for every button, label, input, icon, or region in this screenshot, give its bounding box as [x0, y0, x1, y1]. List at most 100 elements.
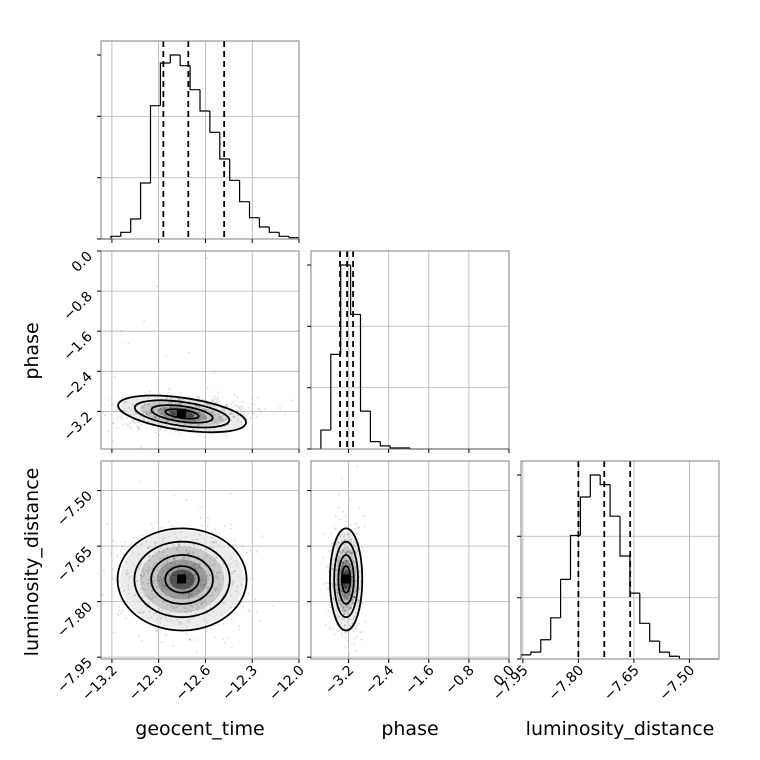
sample-point: [192, 415, 194, 417]
sample-point: [342, 565, 344, 567]
sample-point: [140, 588, 143, 591]
sample-point: [199, 516, 202, 519]
sample-point: [342, 561, 345, 564]
sample-point: [166, 567, 169, 570]
sample-point: [199, 548, 202, 551]
sample-point: [336, 559, 339, 562]
sample-point: [350, 606, 353, 609]
sample-point: [149, 598, 152, 601]
sample-point: [327, 550, 330, 552]
sample-point: [243, 578, 246, 580]
sample-point: [127, 342, 130, 345]
sample-point: [173, 558, 176, 561]
panel-frame: [100, 40, 300, 240]
sample-point: [341, 540, 343, 542]
sample-point: [183, 411, 186, 414]
sample-point: [185, 587, 188, 590]
sample-point: [201, 558, 204, 561]
sample-point: [338, 616, 341, 618]
sample-point: [343, 596, 346, 599]
sample-point: [192, 574, 194, 577]
sample-point: [347, 577, 350, 579]
histogram-bar: [540, 639, 551, 653]
sample-point: [152, 527, 155, 529]
sample-point: [200, 567, 203, 570]
sample-point: [343, 586, 346, 589]
sample-point: [346, 621, 349, 623]
sample-point: [166, 547, 169, 550]
sample-point: [200, 603, 203, 605]
sample-point: [209, 404, 212, 407]
sample-point: [184, 413, 187, 416]
sample-point: [206, 403, 209, 406]
sample-point: [141, 581, 144, 584]
sample-point: [353, 543, 356, 546]
sample-point: [183, 610, 186, 613]
sample-point: [169, 529, 172, 532]
sample-point: [138, 565, 141, 568]
sample-point: [182, 579, 185, 581]
sample-point: [143, 411, 145, 413]
sample-point: [188, 415, 191, 418]
sample-point: [338, 599, 341, 602]
sample-point: [343, 585, 345, 588]
sample-point: [114, 410, 117, 413]
sample-point: [179, 544, 181, 546]
sample-point: [345, 585, 348, 588]
sample-point: [124, 617, 127, 620]
sample-point: [334, 528, 337, 531]
sample-point: [179, 550, 182, 553]
contour-line: [329, 527, 364, 632]
sample-point: [159, 557, 162, 560]
sample-point: [112, 422, 115, 425]
sample-point: [181, 593, 184, 596]
sample-point: [152, 580, 155, 582]
sample-point: [335, 569, 338, 572]
sample-point: [200, 584, 203, 587]
sample-point: [140, 591, 143, 594]
sample-point: [233, 539, 236, 542]
sample-point: [161, 579, 163, 582]
sample-point: [125, 400, 127, 403]
sample-point: [347, 607, 350, 610]
sample-point: [343, 538, 346, 541]
sample-point: [192, 538, 195, 541]
histogram-bar: [288, 236, 299, 239]
sample-point: [230, 606, 232, 609]
sample-point: [336, 557, 339, 560]
sample-point: [349, 618, 352, 621]
sample-point: [190, 412, 193, 415]
sample-point: [178, 571, 181, 574]
sample-point: [142, 587, 144, 590]
sample-point: [344, 646, 347, 649]
sample-point: [194, 567, 196, 570]
histogram-bar: [609, 484, 620, 517]
sample-point: [197, 396, 200, 398]
sample-point: [329, 628, 331, 631]
sample-point: [183, 413, 185, 415]
sample-point: [170, 561, 173, 564]
sample-point: [154, 404, 157, 406]
sample-point: [355, 624, 358, 627]
sample-point: [129, 413, 132, 416]
sample-point: [354, 595, 356, 598]
sample-point: [157, 402, 160, 405]
sample-point: [193, 573, 196, 576]
sample-point: [233, 570, 236, 573]
sample-point: [236, 410, 239, 412]
sample-point: [140, 424, 143, 427]
sample-point: [191, 605, 194, 608]
sample-point: [346, 580, 348, 583]
sample-point: [187, 573, 189, 576]
sample-point: [348, 594, 351, 597]
sample-point: [129, 421, 132, 424]
sample-point: [168, 416, 171, 419]
sample-point: [203, 618, 206, 621]
sample-point: [141, 616, 144, 619]
sample-point: [191, 408, 193, 411]
histogram-bar: [219, 132, 230, 160]
sample-point: [220, 419, 223, 422]
sample-point: [202, 398, 204, 401]
sample-point: [353, 596, 356, 599]
sample-point: [132, 563, 134, 566]
